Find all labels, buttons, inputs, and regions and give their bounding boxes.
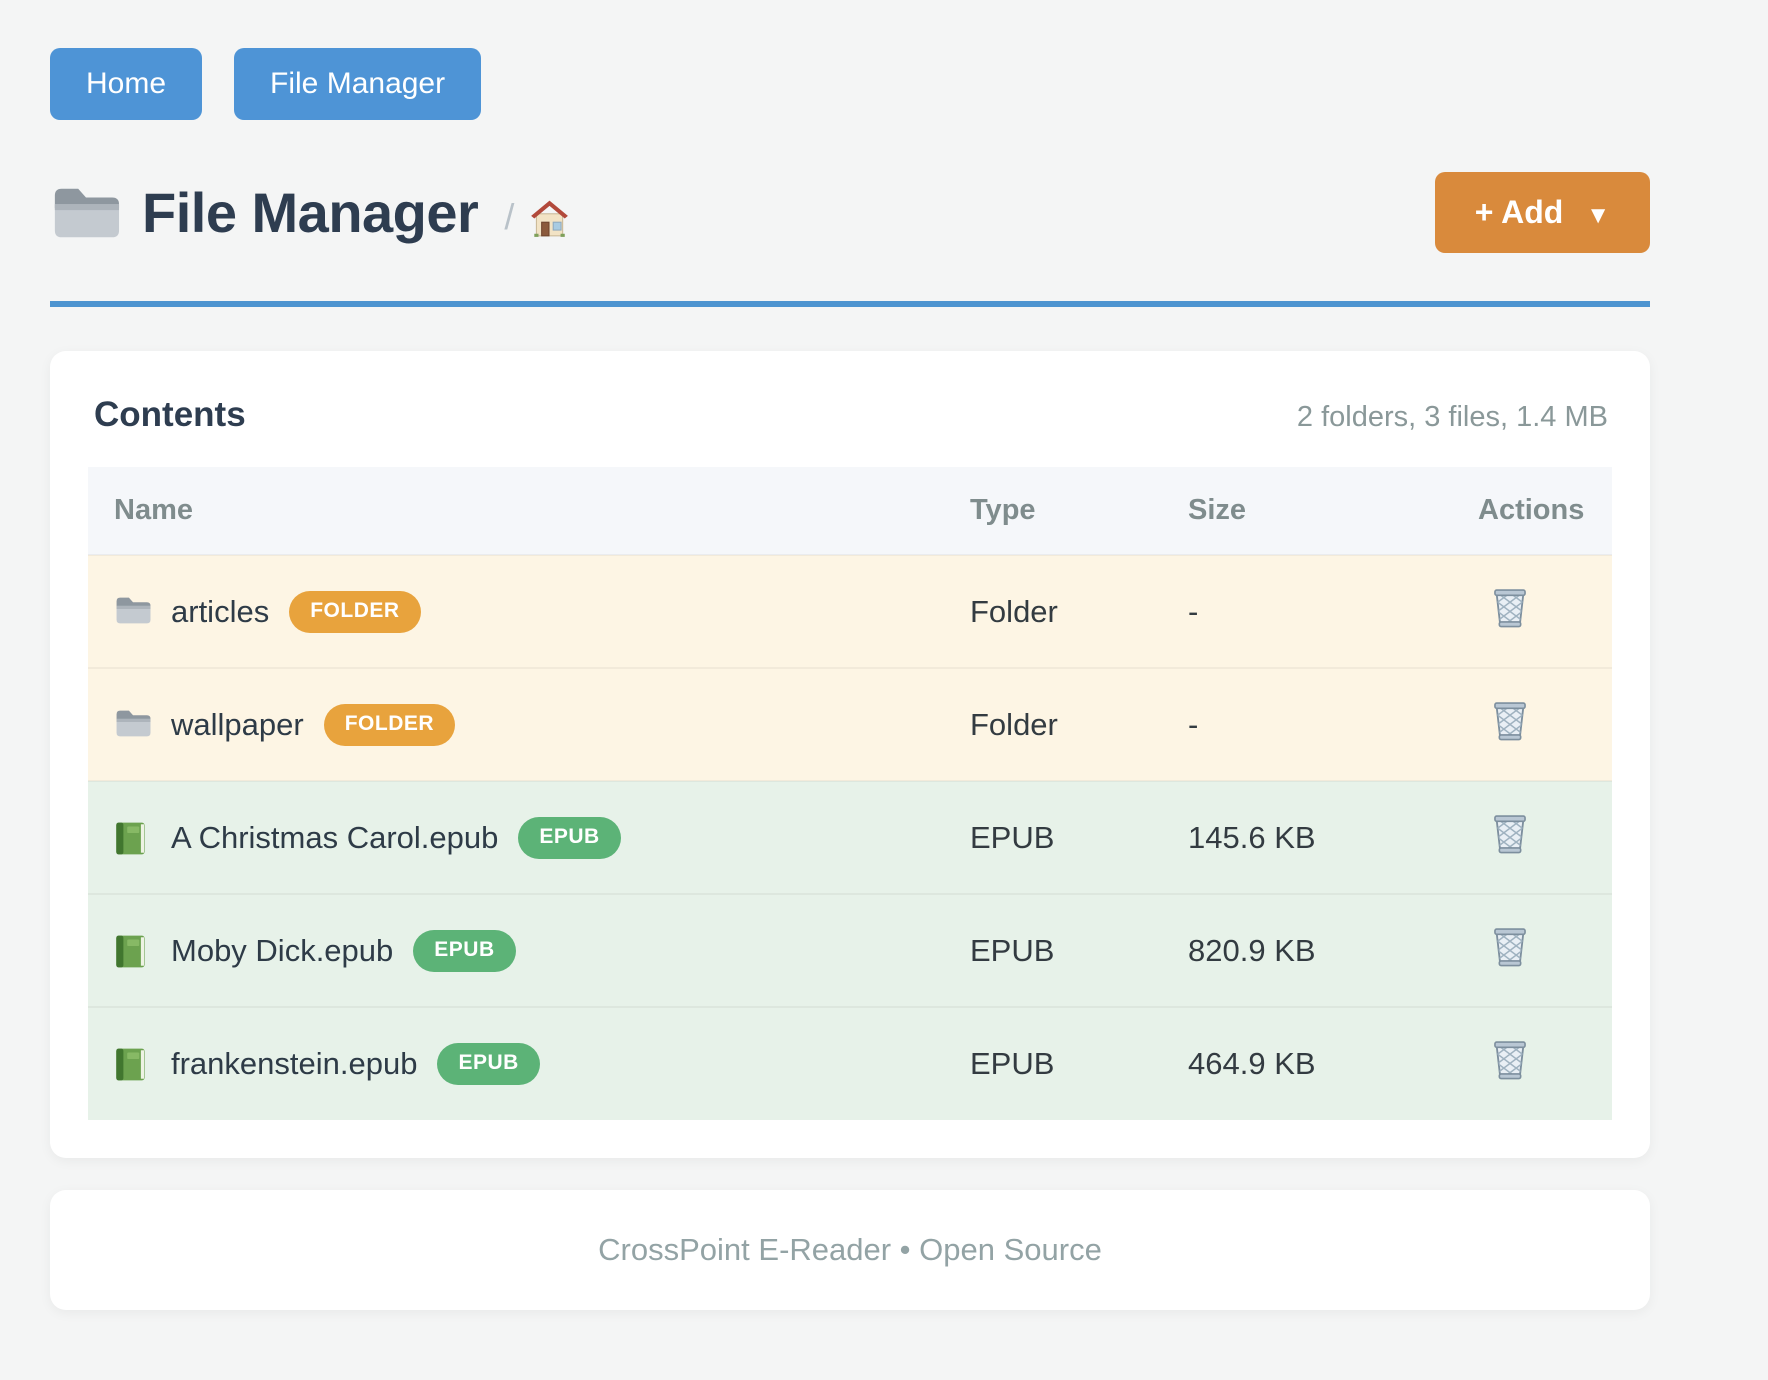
table-row-epub[interactable]: Moby Dick.epub EPUB EPUB 820.9 KB	[88, 893, 1612, 1007]
file-name: frankenstein.epub	[171, 1046, 418, 1081]
trash-icon	[1494, 927, 1526, 966]
file-name: Moby Dick.epub	[171, 932, 394, 968]
delete-button[interactable]	[1490, 1038, 1530, 1082]
file-size: 820.9 KB	[1162, 893, 1452, 1007]
file-badge: FOLDER	[289, 590, 421, 633]
book-icon	[114, 1047, 151, 1081]
page: Home File Manager File Manager / + Add	[50, 0, 1650, 1310]
delete-button[interactable]	[1490, 699, 1530, 743]
trash-icon	[1494, 588, 1526, 627]
file-name: articles	[171, 593, 270, 629]
file-table-body: articles FOLDER Folder -	[88, 554, 1612, 1120]
file-type: Folder	[944, 667, 1162, 781]
trash-icon	[1494, 1041, 1526, 1080]
column-header-actions: Actions	[1452, 467, 1612, 555]
trash-icon	[1494, 814, 1526, 853]
page-title: File Manager	[142, 181, 479, 244]
trash-icon	[1494, 701, 1526, 740]
folder-icon	[54, 188, 120, 237]
file-size: 464.9 KB	[1162, 1006, 1452, 1120]
folder-icon	[114, 595, 151, 629]
delete-button[interactable]	[1490, 812, 1530, 856]
file-size: -	[1162, 554, 1452, 668]
book-icon	[114, 821, 151, 855]
column-header-type: Type	[944, 467, 1162, 555]
delete-button[interactable]	[1490, 586, 1530, 630]
contents-card: Contents 2 folders, 3 files, 1.4 MB Name…	[50, 351, 1650, 1158]
top-nav: Home File Manager	[50, 0, 1650, 120]
file-size: -	[1162, 667, 1452, 781]
nav-file-manager-button[interactable]: File Manager	[234, 48, 482, 120]
file-badge: FOLDER	[323, 703, 456, 746]
accent-divider	[50, 301, 1650, 307]
contents-summary: 2 folders, 3 files, 1.4 MB	[1296, 401, 1608, 433]
chevron-down-icon: ▼	[1586, 202, 1610, 229]
column-header-size: Size	[1162, 467, 1452, 555]
file-type: EPUB	[944, 780, 1162, 894]
file-badge: EPUB	[437, 1043, 540, 1085]
table-row-folder[interactable]: articles FOLDER Folder -	[88, 554, 1612, 668]
home-breadcrumb-icon[interactable]	[528, 198, 570, 238]
file-size: 145.6 KB	[1162, 780, 1452, 894]
file-type: EPUB	[944, 1006, 1162, 1120]
table-row-epub[interactable]: A Christmas Carol.epub EPUB EPUB 145.6 K…	[88, 780, 1612, 894]
add-button[interactable]: + Add ▼	[1434, 172, 1650, 253]
table-row-folder[interactable]: wallpaper FOLDER Folder -	[88, 667, 1612, 781]
file-type: Folder	[944, 554, 1162, 668]
file-badge: EPUB	[518, 816, 621, 859]
footer-text: CrossPoint E-Reader • Open Source	[598, 1232, 1102, 1267]
file-name: wallpaper	[171, 706, 304, 742]
file-table-head: Name Type Size Actions	[88, 467, 1612, 555]
nav-home-button[interactable]: Home	[50, 48, 203, 120]
table-row-epub[interactable]: frankenstein.epub EPUB EPUB 464.9 KB	[88, 1006, 1612, 1120]
breadcrumb-separator: /	[504, 195, 515, 237]
file-type: EPUB	[944, 893, 1162, 1007]
file-name: A Christmas Carol.epub	[171, 819, 499, 855]
contents-title: Contents	[94, 395, 246, 434]
folder-icon	[114, 708, 151, 742]
contents-header: Contents 2 folders, 3 files, 1.4 MB	[88, 395, 1612, 435]
page-header: File Manager / + Add ▼	[50, 172, 1650, 253]
add-button-label: + Add	[1474, 194, 1564, 230]
file-table: Name Type Size Actions articles FOLDER F…	[88, 467, 1612, 1120]
footer-card: CrossPoint E-Reader • Open Source	[50, 1190, 1650, 1310]
column-header-name: Name	[88, 467, 944, 555]
book-icon	[114, 934, 151, 968]
delete-button[interactable]	[1490, 925, 1530, 969]
title-group: File Manager /	[50, 180, 570, 245]
file-badge: EPUB	[413, 929, 516, 972]
